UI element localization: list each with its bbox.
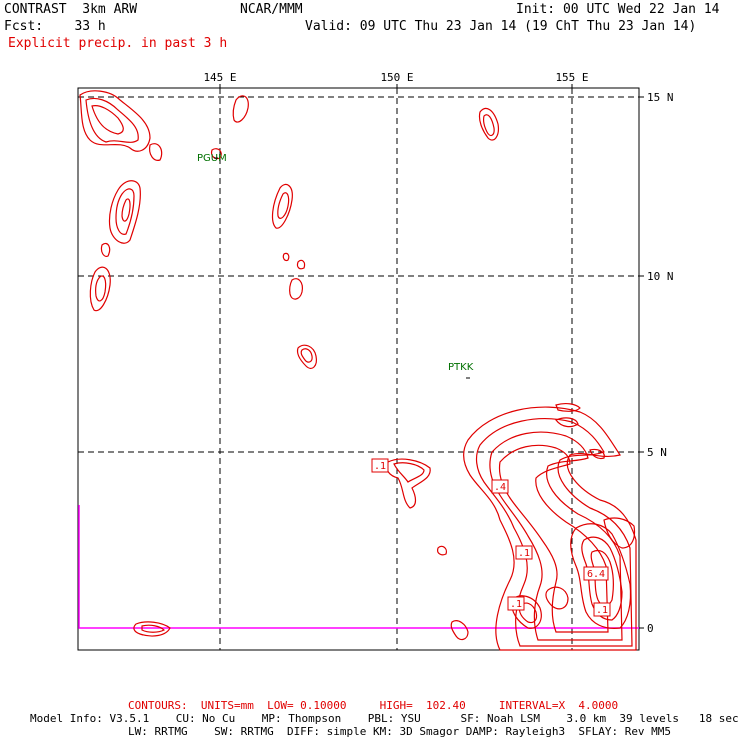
- contour-label-5: .1: [510, 599, 522, 610]
- contour-se-2: [475, 418, 633, 647]
- model-info-line1: Model Info: V3.5.1 CU: No Cu MP: Thompso…: [30, 712, 739, 725]
- contour-se-9: [581, 536, 623, 621]
- station-label-ptkk: PTKK: [448, 362, 474, 373]
- lat-label-15n: 15 N: [647, 91, 674, 104]
- precip-contours: [79, 90, 637, 651]
- contour-c-5: [282, 252, 290, 262]
- contour-label-3: .1: [518, 548, 530, 559]
- contour-se-5: [555, 402, 581, 412]
- contour-c-3: [289, 278, 303, 300]
- contour-guam: [210, 148, 222, 160]
- contour-se-6: [555, 417, 579, 428]
- contour-w-5: [95, 275, 107, 302]
- lon-label-150: 150 E: [380, 71, 413, 84]
- contour-nw-4: [149, 143, 163, 161]
- contour-c-4: [296, 259, 306, 270]
- forecast-hour: Fcst: 33 h: [4, 19, 106, 34]
- contour-s-3: [450, 620, 469, 641]
- model-title: CONTRAST 3km ARW: [4, 2, 138, 17]
- contour-ne-1: [478, 107, 499, 141]
- contour-guam-n: [232, 95, 249, 123]
- org-label: NCAR/MMM: [240, 2, 303, 17]
- contour-c-7: [300, 348, 313, 363]
- contour-w-4: [89, 266, 111, 312]
- station-label-pgum: PGUM: [197, 153, 227, 164]
- contour-se-8: [570, 523, 632, 629]
- ticks: [219, 84, 644, 629]
- contour-se-11: [603, 517, 636, 549]
- contour-w-2: [115, 188, 135, 235]
- contour-e-3: [437, 545, 447, 556]
- map-frame: [77, 87, 640, 651]
- contour-nw-1: [79, 90, 151, 152]
- contour-label-6: .1: [596, 605, 608, 616]
- contour-se-14: [545, 586, 569, 610]
- contour-se-13: [518, 602, 538, 624]
- lon-label-145: 145 E: [203, 71, 236, 84]
- contour-s-1: [133, 621, 171, 637]
- valid-time: Valid: 09 UTC Thu 23 Jan 14 (19 ChT Thu …: [305, 19, 697, 34]
- contour-nw-2: [85, 97, 139, 143]
- lat-label-10n: 10 N: [647, 270, 674, 283]
- init-time: Init: 00 UTC Wed 22 Jan 14: [516, 2, 720, 17]
- contours-legend: CONTOURS: UNITS=mm LOW= 0.10000 HIGH= 10…: [128, 699, 619, 712]
- contour-w-1: [108, 180, 141, 244]
- contour-label-2: .4: [494, 482, 506, 493]
- field-title: Explicit precip. in past 3 h: [8, 36, 228, 51]
- contour-s-2: [141, 624, 166, 633]
- contour-e-2: [393, 462, 425, 483]
- contour-nw-3: [91, 105, 124, 135]
- contour-w-3: [121, 198, 131, 222]
- contour-se-3: [489, 431, 623, 641]
- contour-label-4: 6.4: [587, 569, 605, 580]
- contour-c-6: [296, 344, 317, 369]
- graticule: [78, 88, 639, 650]
- contour-e-1: [386, 458, 431, 509]
- contour-se-7: [589, 448, 605, 460]
- contour-label-1: .1: [374, 461, 386, 472]
- contour-se-outer: [463, 406, 637, 651]
- contour-c-1: [271, 183, 293, 229]
- model-info-line2: LW: RRTMG SW: RRTMG DIFF: simple KM: 3D …: [128, 725, 672, 738]
- lon-label-155: 155 E: [555, 71, 588, 84]
- domain-boundary: [78, 505, 639, 629]
- contour-w-6: [100, 242, 111, 257]
- lat-label-5n: 5 N: [647, 446, 667, 459]
- contour-se-4: [498, 444, 609, 633]
- contour-c-2: [277, 192, 290, 219]
- contour-ne-2: [483, 114, 495, 137]
- contour-se-12: [511, 595, 542, 629]
- lat-label-0: 0: [647, 622, 654, 635]
